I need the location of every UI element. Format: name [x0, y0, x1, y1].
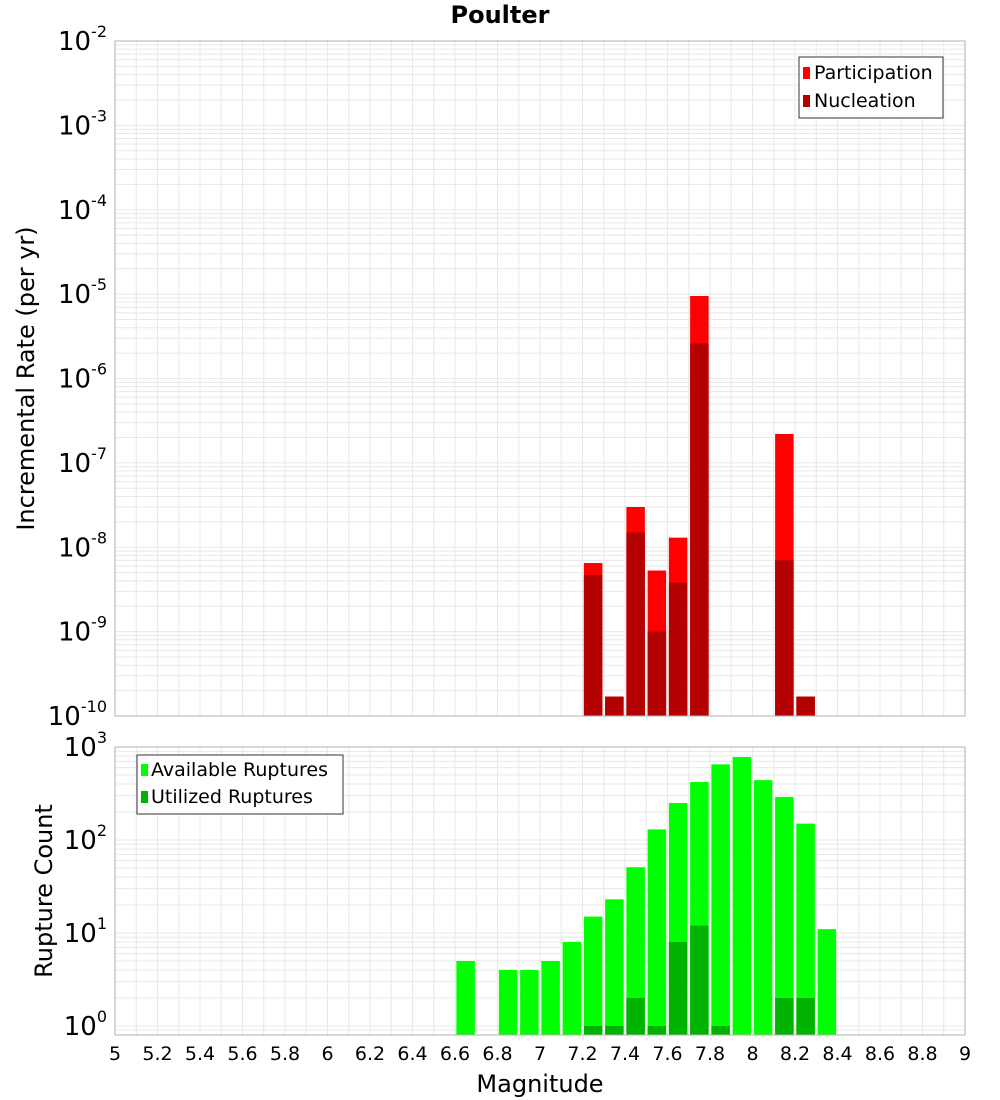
utilized-ruptures-bar: [605, 1025, 624, 1035]
y-tick-label: 10-10: [48, 697, 107, 732]
available-ruptures-bar: [817, 929, 837, 1035]
y-tick-label: 10-7: [58, 444, 107, 479]
y-tick-label: 101: [64, 914, 107, 949]
available-ruptures-bar: [711, 764, 730, 1035]
y-tick-label: 10-6: [58, 360, 107, 395]
available-ruptures-bar: [647, 829, 667, 1035]
count-bars: [456, 757, 837, 1035]
legend-swatch: [141, 791, 148, 803]
available-ruptures-bar: [626, 867, 645, 1035]
nucleation-bar: [647, 631, 667, 716]
utilized-ruptures-bar: [690, 925, 709, 1035]
available-ruptures-bar: [605, 899, 624, 1035]
utilized-ruptures-bar: [796, 997, 815, 1035]
x-tick-label: 8: [746, 1043, 758, 1065]
y-tick-label: 100: [64, 1007, 107, 1042]
utilized-ruptures-bar: [583, 1025, 603, 1035]
x-tick-label: 5.4: [185, 1043, 215, 1065]
count-plot-frame: [114, 746, 966, 1036]
legend-box: [136, 754, 344, 815]
rate-plot-frame: [114, 40, 966, 717]
legend-label: Utilized Ruptures: [151, 786, 313, 808]
y-tick-label: 10-8: [58, 528, 107, 563]
utilized-ruptures-bar: [668, 942, 688, 1035]
x-tick-label: 7: [534, 1043, 546, 1065]
available-ruptures-bar: [541, 960, 560, 1035]
legend-swatch: [803, 95, 810, 107]
x-tick-label: 5.6: [227, 1043, 257, 1065]
x-tick-label: 5: [109, 1043, 121, 1065]
count-y-ticks: 103 102 101 100: [64, 728, 107, 1042]
x-tick-label: 6: [321, 1043, 333, 1065]
y-tick-label: 10-4: [58, 191, 107, 226]
rate-y-ticks: 10-2 10-3 10-4 10-5 10-6 10-7 10-8 10-9 10-10: [48, 22, 107, 732]
chart-title: Poulter: [451, 1, 550, 29]
y-tick-label: 10-3: [58, 106, 107, 141]
utilized-ruptures-bar: [647, 1025, 667, 1035]
y-tick-label: 102: [64, 821, 107, 856]
x-tick-label: 9: [959, 1043, 971, 1065]
x-tick-labels: 5 5.2 5.4 5.6 5.8 6 6.2 6.4 6.6 6.8 7 7.2 7.4 7.6 7.8 8…: [109, 1043, 971, 1065]
x-tick-label: 6.4: [397, 1043, 427, 1065]
legend-swatch: [803, 67, 810, 79]
legend-swatch: [141, 764, 148, 776]
x-tick-label: 8.4: [822, 1043, 852, 1065]
count-legend: Available Ruptures Utilized Ruptures: [136, 754, 344, 815]
x-tick-label: 5.8: [270, 1043, 300, 1065]
nucleation-bar: [690, 343, 709, 716]
x-axis-label: Magnitude: [476, 1070, 603, 1098]
rate-y-axis-label: Incremental Rate (per yr): [12, 226, 40, 530]
available-ruptures-bar: [732, 757, 752, 1035]
legend-label: Nucleation: [814, 90, 916, 112]
available-ruptures-bar: [775, 796, 794, 1035]
nucleation-bar: [796, 696, 815, 716]
x-tick-label: 7.6: [652, 1043, 682, 1065]
count-panel: 103 102 101 100 Rupture Count Available Rup…: [30, 728, 966, 1042]
y-tick-label: 10-5: [58, 275, 107, 310]
count-y-axis-label: Rupture Count: [30, 804, 58, 978]
x-tick-label: 5.2: [142, 1043, 172, 1065]
utilized-ruptures-bar: [775, 997, 794, 1035]
available-ruptures-bar: [498, 969, 518, 1035]
nucleation-bar: [605, 696, 624, 716]
y-tick-label: 10-9: [58, 613, 107, 648]
x-tick-label: 8.6: [865, 1043, 895, 1065]
nucleation-bar: [626, 532, 645, 716]
utilized-ruptures-bar: [711, 1025, 730, 1035]
nucleation-bar: [668, 582, 688, 716]
x-tick-label: 7.8: [695, 1043, 725, 1065]
legend-box: [798, 56, 944, 119]
available-ruptures-bar: [562, 942, 582, 1035]
rate-legend: Participation Nucleation: [798, 56, 944, 119]
legend-label: Participation: [814, 62, 933, 84]
y-tick-label: 103: [64, 728, 107, 763]
legend-label: Available Ruptures: [151, 759, 328, 781]
available-ruptures-bar: [583, 916, 603, 1035]
x-tick-label: 6.8: [482, 1043, 512, 1065]
available-ruptures-bar: [753, 780, 773, 1035]
available-ruptures-bar: [456, 960, 475, 1035]
nucleation-bar: [583, 574, 603, 716]
y-tick-label: 10-2: [58, 22, 107, 57]
rate-gridlines: [114, 41, 966, 717]
x-tick-label: 6.6: [440, 1043, 470, 1065]
x-tick-label: 8.8: [907, 1043, 937, 1065]
available-ruptures-bar: [520, 969, 539, 1035]
nucleation-bar: [775, 560, 794, 716]
utilized-ruptures-bar: [626, 997, 645, 1035]
available-ruptures-bar: [796, 823, 815, 1035]
x-tick-label: 8.2: [780, 1043, 810, 1065]
x-tick-label: 7.4: [610, 1043, 640, 1065]
x-tick-label: 7.2: [567, 1043, 597, 1065]
rate-bars: [583, 296, 815, 716]
x-tick-label: 6.2: [355, 1043, 385, 1065]
rate-panel: 10-2 10-3 10-4 10-5 10-6 10-7 10-8 10-9 10-10 In…: [12, 22, 966, 732]
